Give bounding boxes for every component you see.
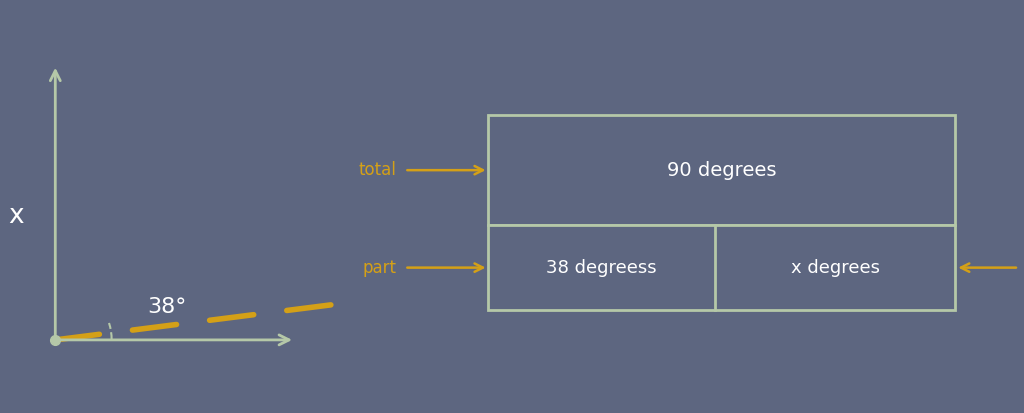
Bar — [488, 115, 955, 225]
Text: x: x — [8, 203, 25, 229]
Text: x degrees: x degrees — [791, 259, 880, 277]
Text: 90 degrees: 90 degrees — [668, 161, 776, 180]
Text: total: total — [358, 161, 396, 179]
Text: part: part — [362, 259, 396, 277]
Text: 38°: 38° — [147, 297, 186, 317]
Bar — [488, 225, 955, 310]
Text: 38 degreess: 38 degreess — [546, 259, 657, 277]
